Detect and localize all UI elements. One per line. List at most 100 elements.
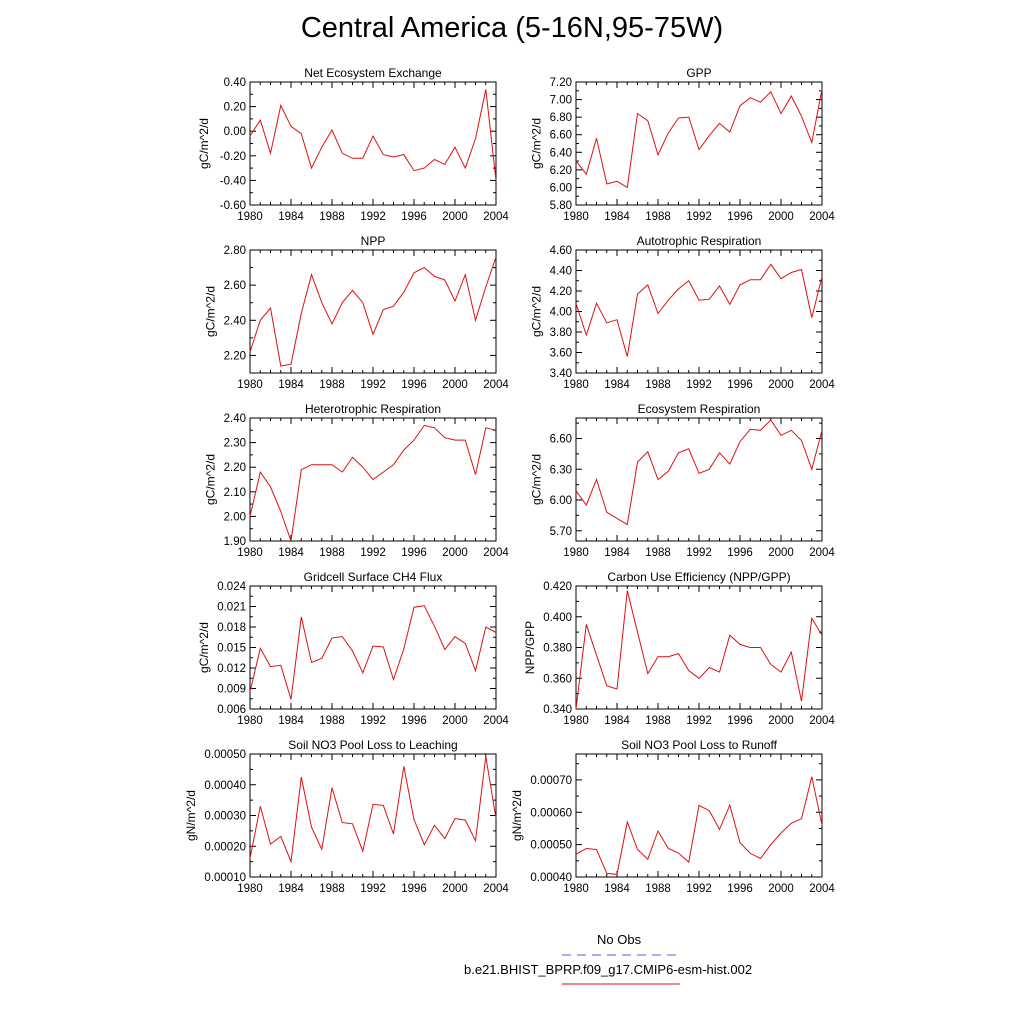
series-line bbox=[575, 88, 823, 189]
y-tick-label: 4.00 bbox=[550, 307, 572, 319]
y-tick-label: -0.40 bbox=[220, 175, 246, 187]
x-tick-label: 1988 bbox=[319, 715, 345, 727]
x-tick-label: 1996 bbox=[727, 211, 753, 223]
x-tick-label: 1980 bbox=[237, 211, 263, 223]
x-tick-label: 1988 bbox=[645, 211, 671, 223]
series-line bbox=[249, 605, 497, 700]
x-tick-label: 1988 bbox=[319, 211, 345, 223]
x-tick-label: 1984 bbox=[604, 547, 630, 559]
panel-title: NPP bbox=[361, 234, 386, 248]
y-tick-label: 0.012 bbox=[217, 663, 246, 675]
panel-net-ecosystem-exchange: 1980 1984 1988 1992 1996 2000 2004 -0.60 -0.40 -0… bbox=[197, 66, 509, 223]
plot-frame bbox=[575, 585, 823, 710]
x-tick-label: 1996 bbox=[401, 547, 427, 559]
panel-soil-no3-pool-loss-to-leaching: 1980 1984 1988 1992 1996 2000 2004 0.00010 0.000… bbox=[184, 738, 509, 895]
series-line bbox=[249, 424, 497, 542]
x-tick-label: 2000 bbox=[768, 715, 794, 727]
x-tick-label: 1984 bbox=[278, 883, 304, 895]
x-tick-label: 1996 bbox=[727, 715, 753, 727]
plot-frame bbox=[575, 249, 823, 374]
y-tick-label: 0.00040 bbox=[204, 780, 246, 792]
y-tick-label: 0.009 bbox=[217, 684, 246, 696]
y-tick-label: 2.40 bbox=[224, 413, 246, 425]
x-tick-label: 1980 bbox=[563, 379, 589, 391]
y-tick-label: 2.30 bbox=[224, 438, 246, 450]
x-tick-label: 2000 bbox=[768, 883, 794, 895]
x-tick-label: 2004 bbox=[809, 547, 835, 559]
y-tick-label: 2.40 bbox=[224, 315, 246, 327]
y-tick-label: 3.60 bbox=[550, 348, 572, 360]
y-tick-label: 0.400 bbox=[543, 612, 572, 624]
y-axis-label: gC/m^2/d bbox=[197, 118, 211, 169]
x-tick-label: 2004 bbox=[483, 547, 509, 559]
x-tick-label: 1996 bbox=[727, 547, 753, 559]
x-tick-label: 1988 bbox=[319, 883, 345, 895]
panel-title: Soil NO3 Pool Loss to Leaching bbox=[288, 738, 457, 752]
y-tick-label: 2.20 bbox=[224, 462, 246, 474]
y-tick-label: 5.80 bbox=[550, 200, 572, 212]
y-tick-label: 6.00 bbox=[550, 495, 572, 507]
y-tick-label: 7.20 bbox=[550, 77, 572, 89]
y-tick-label: 0.00030 bbox=[204, 811, 246, 823]
y-axis-label: gC/m^2/d bbox=[529, 454, 543, 505]
plot-frame bbox=[249, 249, 497, 374]
series-line bbox=[249, 256, 497, 367]
legend-line-model-run bbox=[562, 983, 680, 985]
legend-label-model-run: b.e21.BHIST_BPRP.f09_g17.CMIP6-esm-hist.… bbox=[464, 962, 753, 977]
y-tick-label: 2.10 bbox=[224, 487, 246, 499]
y-tick-label: 0.00070 bbox=[530, 775, 572, 787]
y-tick-label: 4.60 bbox=[550, 245, 572, 257]
y-tick-label: 4.40 bbox=[550, 266, 572, 278]
x-tick-label: 1988 bbox=[645, 379, 671, 391]
panel-npp: 1980 1984 1988 1992 1996 2000 2004 2.20 2.40 2.60… bbox=[203, 234, 509, 391]
x-tick-label: 1992 bbox=[360, 211, 386, 223]
x-tick-label: 2000 bbox=[768, 379, 794, 391]
x-tick-label: 1996 bbox=[401, 715, 427, 727]
y-tick-label: 0.006 bbox=[217, 704, 246, 716]
y-tick-label: 0.380 bbox=[543, 643, 572, 655]
x-tick-label: 1984 bbox=[604, 211, 630, 223]
y-tick-label: 0.00050 bbox=[204, 749, 246, 761]
x-tick-label: 1984 bbox=[278, 547, 304, 559]
y-tick-label: 0.420 bbox=[543, 581, 572, 593]
y-tick-label: 0.015 bbox=[217, 643, 246, 655]
plot-frame bbox=[249, 753, 497, 878]
x-tick-label: 2004 bbox=[809, 379, 835, 391]
y-tick-label: 6.00 bbox=[550, 182, 572, 194]
x-tick-label: 2000 bbox=[442, 883, 468, 895]
y-axis-label: NPP/GPP bbox=[523, 621, 537, 674]
plot-frame bbox=[575, 81, 823, 206]
y-tick-label: -0.20 bbox=[220, 151, 246, 163]
panel-title: Ecosystem Respiration bbox=[638, 402, 761, 416]
y-tick-label: 4.20 bbox=[550, 286, 572, 298]
y-tick-label: 0.00010 bbox=[204, 872, 246, 884]
y-tick-label: 2.80 bbox=[224, 245, 246, 257]
x-tick-label: 2000 bbox=[442, 379, 468, 391]
y-tick-label: 3.80 bbox=[550, 327, 572, 339]
x-tick-label: 1980 bbox=[563, 883, 589, 895]
x-tick-label: 2000 bbox=[768, 211, 794, 223]
panel-gridcell-surface-ch4-flux: 1980 1984 1988 1992 1996 2000 2004 0.006 0.009 0.… bbox=[197, 570, 509, 727]
y-tick-label: 0.40 bbox=[224, 77, 246, 89]
series-line bbox=[575, 776, 823, 875]
y-tick-label: 0.00040 bbox=[530, 872, 572, 884]
x-tick-label: 1984 bbox=[604, 883, 630, 895]
x-tick-label: 1984 bbox=[604, 379, 630, 391]
x-tick-label: 1996 bbox=[727, 883, 753, 895]
x-tick-label: 1980 bbox=[563, 715, 589, 727]
x-tick-label: 1984 bbox=[278, 715, 304, 727]
series-line bbox=[249, 756, 497, 864]
y-tick-label: 0.340 bbox=[543, 704, 572, 716]
y-axis-label: gN/m^2/d bbox=[510, 790, 524, 841]
x-tick-label: 1992 bbox=[360, 883, 386, 895]
y-tick-label: 6.60 bbox=[550, 130, 572, 142]
panel-title: Gridcell Surface CH4 Flux bbox=[304, 570, 443, 584]
y-tick-label: 6.60 bbox=[550, 434, 572, 446]
x-tick-label: 2004 bbox=[483, 379, 509, 391]
x-tick-label: 1992 bbox=[686, 715, 712, 727]
panel-carbon-use-efficiency-npp-gpp: 1980 1984 1988 1992 1996 2000 2004 0.340 0.360 0.… bbox=[523, 570, 835, 727]
x-tick-label: 2004 bbox=[483, 883, 509, 895]
y-tick-label: 0.00 bbox=[224, 126, 246, 138]
legend-label-no-obs: No Obs bbox=[597, 932, 642, 947]
